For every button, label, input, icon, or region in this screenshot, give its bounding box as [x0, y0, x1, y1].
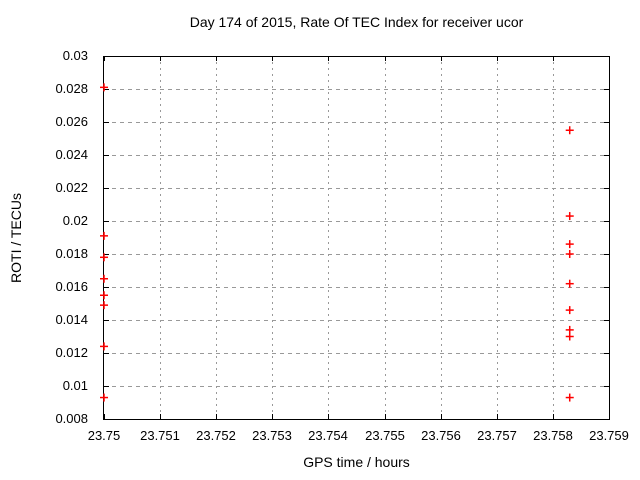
data-point-marker	[565, 279, 574, 288]
y-tick-label: 0.012	[55, 345, 88, 360]
data-point-marker	[565, 393, 574, 402]
data-point-marker	[565, 240, 574, 249]
y-tick-label: 0.014	[55, 312, 88, 327]
x-tick-label: 23.752	[196, 428, 236, 443]
x-tick-label: 23.757	[477, 428, 517, 443]
data-point-marker	[100, 301, 108, 310]
data-point-marker	[100, 342, 108, 351]
x-axis-label: GPS time / hours	[303, 454, 410, 470]
chart-title: Day 174 of 2015, Rate Of TEC Index for r…	[189, 14, 524, 30]
y-tick-label: 0.03	[62, 48, 88, 63]
data-point-marker	[565, 126, 574, 135]
y-tick-label: 0.016	[55, 279, 88, 294]
x-tick-label: 23.754	[308, 428, 348, 443]
y-tick-label: 0.018	[55, 246, 88, 261]
y-tick-label: 0.01	[62, 378, 88, 393]
data-point-marker	[565, 212, 574, 221]
x-tick-label: 23.751	[140, 428, 180, 443]
y-tick-label: 0.028	[55, 81, 88, 96]
data-point-marker	[100, 393, 108, 402]
y-tick-label: 0.024	[55, 147, 88, 162]
x-tick-label: 23.759	[589, 428, 629, 443]
data-point-marker	[100, 83, 108, 92]
y-tick-label: 0.022	[55, 180, 88, 195]
data-point-marker	[100, 253, 108, 262]
x-tick-label: 23.756	[421, 428, 461, 443]
data-point-marker	[565, 250, 574, 258]
x-tick-label: 23.758	[533, 428, 573, 443]
y-tick-label: 0.02	[62, 213, 88, 228]
x-tick-label: 23.755	[365, 428, 405, 443]
data-point-markers	[100, 83, 574, 402]
data-point-marker	[100, 274, 108, 283]
x-tick-label: 23.753	[252, 428, 292, 443]
axis-tick-marks	[104, 56, 610, 420]
data-point-marker	[565, 306, 574, 315]
y-tick-label: 0.026	[55, 114, 88, 129]
data-point-marker	[565, 332, 574, 341]
data-point-marker	[100, 231, 108, 240]
x-tick-label: 23.75	[87, 428, 121, 443]
gridlines	[104, 56, 609, 419]
data-point-marker	[100, 291, 108, 300]
plot-border	[103, 56, 610, 420]
y-tick-label: 0.008	[55, 411, 88, 426]
